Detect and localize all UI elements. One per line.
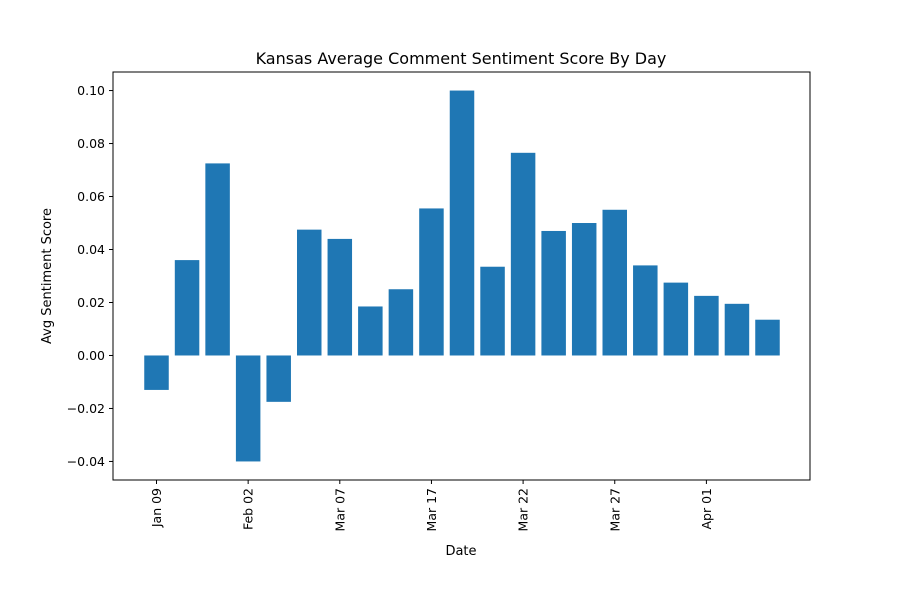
bar bbox=[480, 266, 505, 356]
bar bbox=[755, 319, 780, 356]
bar bbox=[602, 209, 627, 356]
y-tick-label: 0.04 bbox=[77, 242, 105, 257]
bar bbox=[663, 282, 689, 356]
y-ticks-group: −0.04 −0.02 0.00 0.02 0.04 0.06 0.08 0.10 bbox=[67, 83, 113, 469]
y-tick-label: −0.02 bbox=[67, 401, 105, 416]
bar bbox=[174, 260, 200, 356]
x-tick-label: Apr 01 bbox=[699, 488, 714, 530]
bar bbox=[449, 90, 475, 356]
bar bbox=[694, 295, 719, 356]
bar bbox=[571, 223, 597, 356]
y-axis-label: Avg Sentiment Score bbox=[40, 208, 55, 344]
y-tick-label: 0.02 bbox=[77, 295, 105, 310]
bar bbox=[144, 355, 169, 390]
chart-title: Kansas Average Comment Sentiment Score B… bbox=[256, 49, 667, 68]
y-tick-label: 0.06 bbox=[77, 189, 105, 204]
x-tick-label: Jan 09 bbox=[149, 488, 164, 528]
bar bbox=[205, 163, 230, 356]
y-tick-label: 0.10 bbox=[77, 83, 105, 98]
x-ticks-group: Jan 09 Feb 02 Mar 07 Mar 17 Mar 22 Mar 27 Apr … bbox=[149, 480, 714, 531]
bar bbox=[358, 306, 383, 356]
bar bbox=[419, 208, 444, 356]
plot-frame bbox=[112, 71, 811, 481]
x-tick-label: Feb 02 bbox=[241, 488, 256, 530]
bar bbox=[327, 238, 353, 356]
bar bbox=[297, 229, 322, 356]
x-tick-label: Mar 17 bbox=[424, 488, 439, 531]
bar bbox=[724, 303, 750, 356]
x-axis-label: Date bbox=[445, 544, 476, 559]
bar bbox=[633, 265, 658, 356]
y-tick-label: 0.00 bbox=[77, 348, 105, 363]
bar bbox=[541, 230, 566, 356]
bar bbox=[266, 355, 291, 402]
bar bbox=[388, 289, 414, 356]
y-tick-label: −0.04 bbox=[67, 454, 105, 469]
x-tick-label: Mar 22 bbox=[516, 488, 531, 531]
x-tick-label: Mar 07 bbox=[332, 488, 347, 531]
bars-group bbox=[144, 90, 780, 462]
bar bbox=[510, 152, 536, 356]
y-tick-label: 0.08 bbox=[77, 136, 105, 151]
x-tick-label: Mar 27 bbox=[607, 488, 622, 531]
bar bbox=[235, 355, 261, 462]
